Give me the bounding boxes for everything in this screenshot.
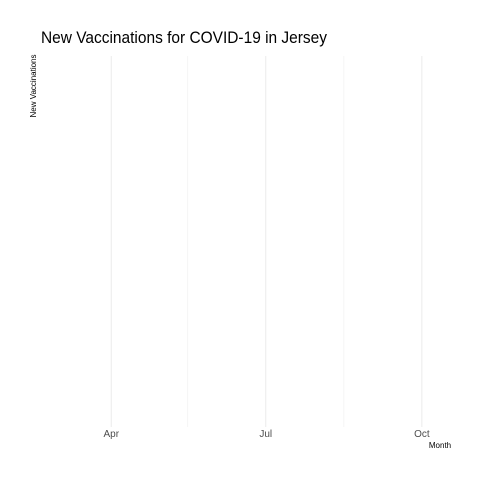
x-tick-label: Jul [259,429,272,440]
x-axis-label: Month [429,441,451,450]
y-axis-label: New Vaccinations [29,55,38,118]
grid-layer [110,56,423,427]
chart-title: New Vaccinations for COVID-19 in Jersey [41,28,327,47]
x-tick-label: Oct [414,429,430,440]
x-tick-label: Apr [104,429,120,440]
x-axis-ticks: Apr Jul Oct [104,429,430,440]
plot-panel [110,56,423,427]
